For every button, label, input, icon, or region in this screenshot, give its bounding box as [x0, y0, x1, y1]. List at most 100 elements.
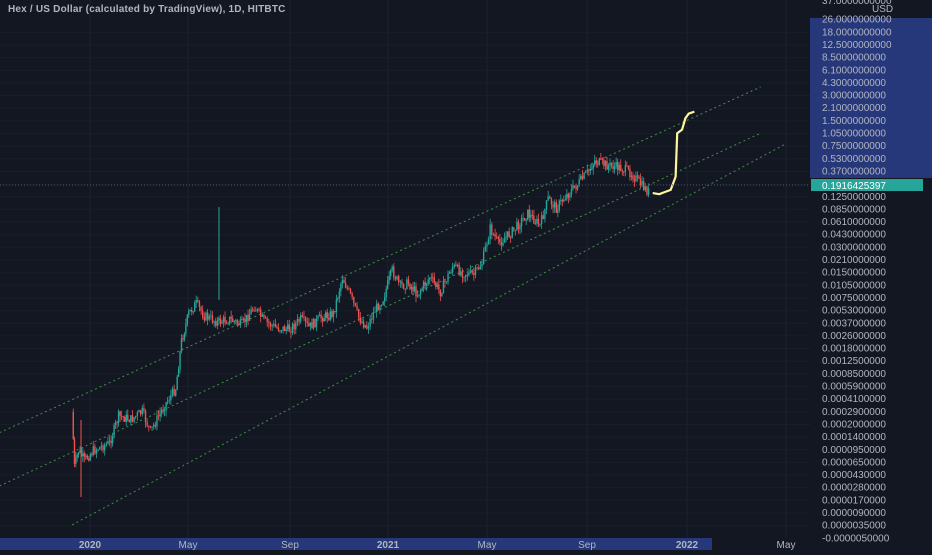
candle-body [573, 185, 576, 188]
candle-body [616, 162, 619, 171]
candle-body [104, 445, 106, 451]
candle-body [102, 445, 104, 451]
price-tick-label: 0.0610000000 [822, 217, 886, 228]
candle-body [175, 390, 177, 396]
candle-body [136, 412, 139, 417]
candle-body [311, 322, 313, 329]
candle-body [100, 445, 103, 447]
candle-body [435, 282, 437, 287]
candle-body [369, 318, 371, 327]
candle-body [317, 316, 319, 319]
candle-body [185, 323, 187, 334]
candle-body [606, 161, 608, 170]
time-tick-label: 2021 [377, 540, 400, 550]
price-tick-label: 0.0026000000 [822, 331, 886, 342]
candle-body [627, 166, 630, 169]
candle-body [379, 305, 381, 311]
last-price-badge [811, 179, 923, 191]
candle-body [163, 410, 166, 412]
channel-line [0, 86, 761, 433]
candle-body [377, 303, 379, 311]
candle-body [486, 244, 488, 247]
candle-body [497, 237, 500, 239]
price-tick-label: 0.0300000000 [822, 242, 886, 253]
candle-body [555, 202, 558, 213]
candle-body [374, 311, 376, 313]
candle-body [99, 446, 101, 450]
price-tick-label: 0.0037000000 [822, 318, 886, 329]
candle-body [143, 407, 145, 411]
price-tick-label: 3.0000000000 [822, 91, 886, 102]
candle-body [293, 323, 295, 330]
candle-body [615, 162, 617, 167]
candle-body [86, 455, 88, 459]
candle-body [601, 158, 604, 160]
price-tick-label: 6.1000000000 [822, 65, 886, 76]
price-tick-label: 0.0018000000 [822, 344, 886, 355]
candle-body [424, 282, 426, 286]
candle-body [97, 449, 99, 451]
candle-body [205, 312, 207, 321]
candle-body [391, 266, 393, 271]
candle-body [334, 310, 336, 312]
candle-body [550, 198, 553, 205]
candle-body [179, 351, 181, 370]
candle-body [148, 425, 150, 427]
candle-body [225, 322, 228, 324]
candle-body [418, 294, 420, 296]
candle-body [159, 413, 161, 417]
candle-body [560, 199, 562, 201]
price-tick-label: 0.0430000000 [822, 230, 886, 241]
candle-body [481, 264, 483, 267]
candle-body [389, 270, 392, 277]
candle-body [583, 172, 585, 179]
candle-body [173, 388, 175, 396]
grid [89, 0, 787, 538]
price-tick-label: 2.1000000000 [822, 103, 886, 114]
candle-body [362, 321, 365, 328]
candle-body [349, 288, 352, 294]
candle-body [427, 279, 429, 284]
candle-body [335, 299, 338, 312]
candle-body [125, 414, 127, 422]
candle-body [519, 226, 521, 230]
candle-body [491, 224, 493, 235]
candle-body [552, 204, 554, 208]
candle-body [271, 325, 273, 327]
candle-body [183, 333, 186, 340]
price-tick-label: 0.0002900000 [822, 407, 886, 418]
candle-body [114, 422, 117, 425]
candle-body [258, 308, 260, 310]
candle-body [75, 457, 77, 465]
candle-body [95, 450, 98, 454]
candle-body [643, 181, 645, 191]
candle-body [597, 163, 599, 165]
candle-body [195, 299, 197, 303]
candle-body [301, 315, 304, 317]
candle-body [558, 200, 561, 210]
price-tick-label: 4.3000000000 [822, 78, 886, 89]
candle-body [85, 455, 87, 457]
candle-body [441, 293, 443, 297]
candle-body [506, 231, 509, 237]
candle-body [266, 318, 268, 322]
candle-body [110, 440, 112, 444]
candle-body [561, 199, 564, 202]
candle-body [531, 214, 534, 216]
candle-body [130, 415, 132, 423]
candle-body [393, 266, 395, 278]
candle-body [549, 196, 551, 199]
candle-body [328, 318, 330, 320]
candle-body [215, 321, 217, 326]
candle-body [534, 223, 537, 225]
candle-body [308, 323, 310, 327]
candle-body [312, 318, 315, 329]
candle-body [306, 321, 308, 324]
price-tick-label: 0.0000170000 [822, 495, 886, 506]
candle-body [589, 168, 592, 171]
candle-body [244, 318, 246, 323]
price-candles [72, 153, 650, 497]
